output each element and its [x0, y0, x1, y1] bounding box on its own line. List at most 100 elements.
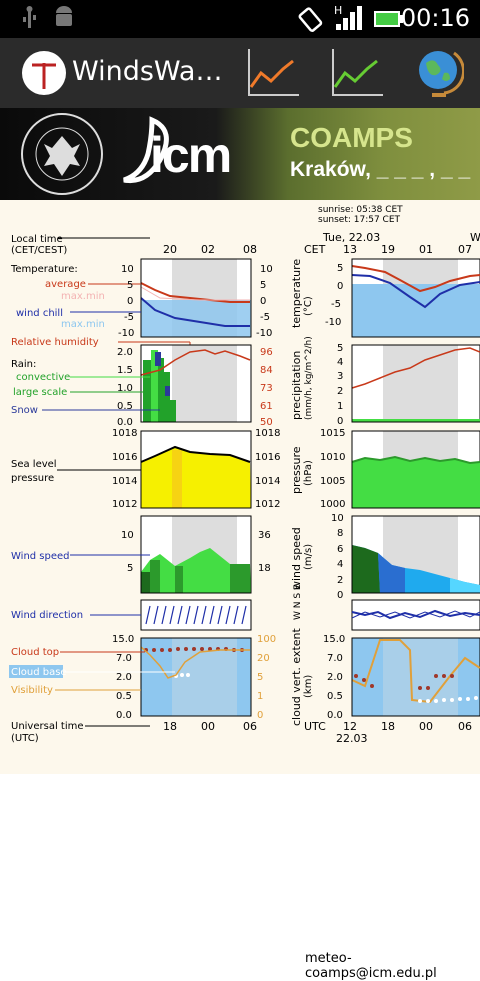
compass-label: W N S E	[293, 584, 303, 620]
temp-axis-tick: -10	[118, 328, 134, 339]
pressure-label: pressure	[11, 473, 54, 484]
cet-tick: 01	[419, 243, 433, 256]
status-icons	[23, 6, 72, 28]
right-precip-tick: 1	[337, 401, 343, 412]
wind-chill-label: wind chill	[16, 308, 63, 319]
temp-axis-tick-right: -10	[256, 328, 272, 339]
usb-icon	[23, 6, 36, 28]
rh-axis-tick: 50	[260, 417, 273, 428]
coamps-title: COAMPS	[290, 122, 413, 153]
system-icons: H	[298, 4, 403, 32]
right-wind-direction-panel	[351, 599, 480, 631]
right-temp-unit: (°C)	[303, 296, 314, 316]
temperature-panel	[140, 258, 252, 338]
right-wind-unit: (m/s)	[303, 544, 314, 570]
right-precip-tick: 4	[337, 357, 343, 368]
battery-icon	[374, 11, 403, 27]
right-utc-tick: 12	[343, 720, 357, 733]
wind-axis-tick-right: 36	[258, 530, 271, 541]
right-precip-tick: 0	[337, 416, 343, 427]
vis-axis-tick: 100	[257, 634, 276, 645]
right-temp-tick: -10	[325, 317, 341, 328]
cet-tick: 19	[381, 243, 395, 256]
local-tick: 02	[201, 243, 215, 256]
convective-label: convective	[16, 372, 70, 383]
app-icon[interactable]	[20, 49, 68, 97]
wind-direction-panel	[140, 599, 252, 631]
cloud-axis-tick: 0.0	[116, 710, 132, 721]
svg-text:H: H	[334, 4, 342, 17]
temp-axis-tick: 0	[127, 296, 133, 307]
app-title: WindsWa…	[72, 56, 223, 87]
rh-axis-tick: 61	[260, 401, 273, 412]
right-pressure-tick: 1010	[320, 452, 345, 463]
wind-speed-label: Wind speed	[11, 551, 70, 562]
right-pressure-title: pressure	[290, 446, 303, 494]
signal-icon: H	[334, 4, 362, 30]
temp-axis-tick: -5	[124, 312, 134, 323]
cet-cest-label: (CET/CEST)	[11, 245, 67, 256]
cet-tick: 13	[343, 243, 357, 256]
visibility-label: Visibility	[11, 685, 53, 696]
right-cloud-tick: 7.0	[327, 653, 343, 664]
cloud-panel	[140, 637, 252, 717]
city-title: Kraków, _ _ _ , _ _ _	[290, 158, 471, 200]
temp-axis-tick-right: 5	[260, 280, 266, 291]
right-cloud-title: cloud vert. extent	[290, 627, 303, 726]
temp-axis-tick: 5	[127, 280, 133, 291]
rain-axis-tick: 1.5	[117, 365, 133, 376]
chart-green-icon[interactable]	[327, 45, 387, 101]
pressure-axis-tick: 1012	[112, 499, 137, 510]
large-scale-label: large scale	[13, 387, 67, 398]
right-utc-tick: 06	[458, 720, 472, 733]
pressure-axis-tick: 1016	[112, 452, 137, 463]
right-temp-title: temperature	[290, 259, 303, 328]
average-label: average	[45, 279, 86, 290]
date-top: Tue, 22.03	[322, 231, 380, 244]
rain-axis-tick: 1.0	[117, 383, 133, 394]
rotate-icon	[298, 7, 323, 32]
icm-logo-icon	[123, 116, 169, 184]
right-wind-tick: 8	[337, 528, 343, 539]
vis-axis-tick: 0	[257, 710, 263, 721]
right-temp-tick: 0	[337, 281, 343, 292]
right-cloud-tick: 2.0	[327, 672, 343, 683]
cet-label: CET	[304, 243, 326, 256]
right-wind-tick: 2	[337, 575, 343, 586]
right-cloud-tick: 0.5	[327, 691, 343, 702]
meteogram-svg: Local time (CET/CEST) 20 02 08 Temperatu…	[9, 205, 480, 745]
pressure-axis-tick-right: 1014	[255, 476, 280, 487]
sunset-label: sunset: 17:57 CET	[318, 215, 401, 225]
contact-email[interactable]: meteo-coamps@icm.edu.pl	[305, 951, 437, 981]
university-seal-icon	[21, 113, 103, 195]
humidity-rain-panel	[140, 344, 252, 423]
cet-tick: 07	[458, 243, 472, 256]
rain-axis-tick: 2.0	[117, 347, 133, 358]
right-precip-title: precipitation	[290, 351, 303, 420]
rh-axis-tick: 73	[260, 383, 273, 394]
cloud-axis-tick: 7.0	[116, 653, 132, 664]
relative-humidity-label: Relative humidity	[11, 337, 99, 348]
temp-axis-tick-right: 0	[260, 296, 266, 307]
cloud-axis-tick: 0.5	[116, 691, 132, 702]
temp-axis-tick: 10	[121, 264, 134, 275]
right-cloud-unit: (km)	[303, 675, 314, 698]
cloud-axis-tick: 15.0	[112, 634, 134, 645]
vis-axis-tick: 20	[257, 653, 270, 664]
date-bottom: 22.03	[336, 732, 368, 745]
globe-icon[interactable]	[414, 45, 464, 101]
pressure-axis-tick-right: 1018	[255, 428, 280, 439]
rain-axis-tick: 0.0	[117, 417, 133, 428]
clock: 00:16	[400, 4, 470, 32]
right-pressure-tick: 1015	[320, 428, 345, 439]
right-precip-tick: 3	[337, 371, 343, 382]
right-precip-tick: 5	[337, 343, 343, 354]
pressure-axis-tick: 1014	[112, 476, 137, 487]
android-debug-icon	[56, 6, 72, 26]
utc-label: (UTC)	[11, 733, 39, 744]
wind-direction-label: Wind direction	[11, 610, 83, 621]
maxmin-label: max.min	[61, 291, 105, 302]
right-pressure-unit: (hPa)	[303, 460, 314, 486]
right-temp-tick: -5	[331, 299, 341, 310]
chart-orange-icon[interactable]	[243, 45, 303, 101]
